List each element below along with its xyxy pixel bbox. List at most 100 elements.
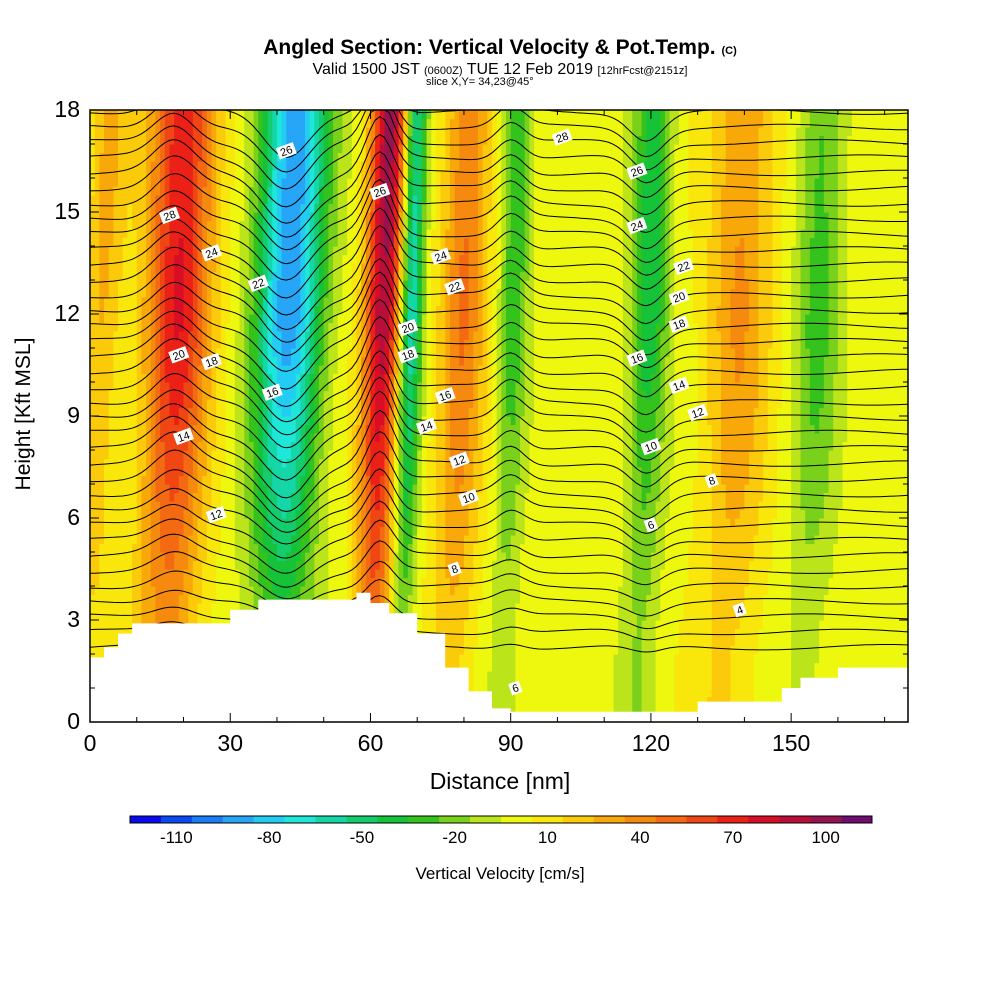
velocity-cell (164, 305, 171, 315)
velocity-cell (197, 594, 203, 604)
velocity-cell (407, 203, 414, 213)
velocity-cell (379, 543, 386, 553)
velocity-cell (122, 382, 128, 392)
velocity-cell (150, 195, 157, 205)
velocity-cell (365, 229, 372, 239)
velocity-cell (160, 467, 166, 477)
velocity-cell (118, 297, 124, 307)
velocity-cell (370, 161, 376, 171)
velocity-cell (188, 356, 194, 366)
velocity-cell (230, 416, 236, 426)
velocity-cell (234, 475, 241, 485)
velocity-cell (164, 569, 171, 579)
velocity-cell (281, 501, 287, 511)
velocity-cell (127, 229, 133, 239)
velocity-cell (361, 186, 367, 196)
velocity-cell (220, 390, 227, 400)
velocity-cell (160, 152, 166, 162)
velocity-cell (398, 280, 404, 290)
velocity-cell (99, 212, 105, 222)
velocity-cell (407, 144, 414, 154)
velocity-cell (295, 518, 301, 528)
velocity-cell (258, 586, 264, 596)
velocity-cell (118, 331, 124, 341)
velocity-cell (342, 348, 348, 358)
velocity-cell (132, 492, 138, 502)
velocity-cell (136, 152, 143, 162)
velocity-cell (319, 152, 325, 162)
velocity-cell (333, 441, 339, 451)
velocity-cell (300, 254, 306, 264)
velocity-cell (178, 441, 185, 451)
velocity-cell (239, 518, 245, 528)
velocity-cell (169, 433, 175, 443)
velocity-cell (319, 467, 325, 477)
velocity-cell (407, 212, 414, 222)
velocity-cell (403, 254, 409, 264)
velocity-cell (389, 492, 395, 502)
velocity-cell (262, 339, 269, 349)
velocity-cell (220, 475, 227, 485)
velocity-cell (267, 135, 273, 145)
velocity-cell (104, 569, 110, 579)
velocity-cell (375, 382, 381, 392)
velocity-cell (295, 552, 301, 562)
velocity-cell (370, 203, 376, 213)
velocity-cell (342, 416, 348, 426)
velocity-cell (309, 263, 315, 273)
velocity-cell (239, 161, 245, 171)
velocity-cell (104, 450, 110, 460)
velocity-cell (361, 280, 367, 290)
velocity-cell (351, 458, 358, 468)
velocity-cell (272, 416, 278, 426)
velocity-cell (150, 246, 157, 256)
velocity-cell (136, 288, 143, 298)
velocity-cell (132, 348, 138, 358)
velocity-cell (155, 433, 161, 443)
velocity-cell (272, 458, 278, 468)
velocity-cell (403, 467, 409, 477)
velocity-cell (230, 373, 236, 383)
velocity-cell (248, 543, 255, 553)
velocity-cell (220, 110, 227, 120)
velocity-cell (267, 450, 273, 460)
velocity-cell (398, 484, 404, 494)
velocity-cell (398, 339, 404, 349)
velocity-cell (314, 416, 320, 426)
velocity-cell (328, 237, 334, 247)
velocity-cell (94, 416, 100, 426)
velocity-cell (127, 441, 133, 451)
velocity-cell (127, 288, 133, 298)
velocity-cell (375, 509, 381, 519)
velocity-cell (164, 399, 171, 409)
velocity-cell (328, 280, 334, 290)
velocity-cell (333, 169, 339, 179)
velocity-cell (272, 297, 278, 307)
velocity-cell (384, 297, 390, 307)
velocity-cell (253, 382, 259, 392)
velocity-cell (300, 220, 306, 230)
velocity-cell (393, 373, 400, 383)
velocity-cell (183, 424, 189, 434)
velocity-cell (342, 475, 348, 485)
velocity-cell (314, 118, 320, 128)
velocity-cell (393, 365, 400, 375)
velocity-cell (300, 135, 306, 145)
velocity-cell (244, 416, 250, 426)
velocity-cell (178, 552, 185, 562)
velocity-cell (314, 305, 320, 315)
velocity-cell (351, 331, 358, 341)
velocity-cell (323, 475, 329, 485)
velocity-cell (197, 484, 203, 494)
velocity-cell (403, 186, 409, 196)
velocity-cell (347, 271, 353, 281)
velocity-cell (342, 407, 348, 417)
velocity-cell (342, 178, 348, 188)
velocity-cell (351, 518, 358, 528)
velocity-cell (365, 186, 372, 196)
velocity-cell (342, 492, 348, 502)
velocity-cell (281, 450, 287, 460)
velocity-cell (206, 552, 213, 562)
velocity-cell (276, 297, 283, 307)
velocity-cell (230, 127, 236, 137)
